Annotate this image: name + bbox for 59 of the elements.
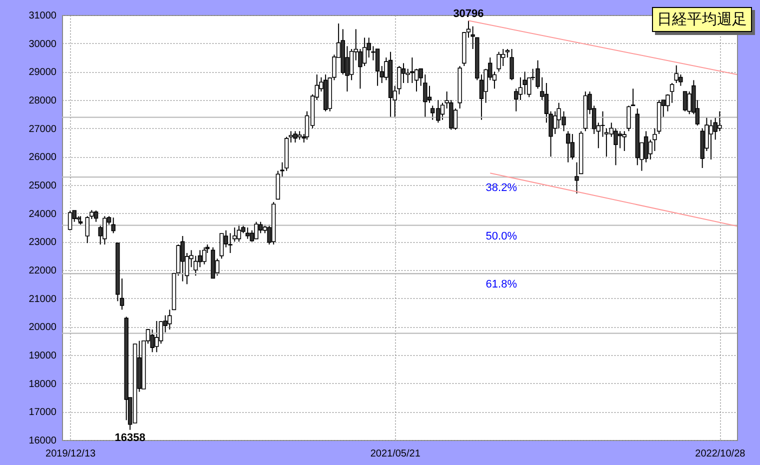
- y-tick-label: 19000: [28, 350, 57, 362]
- candlestick: [518, 76, 523, 100]
- candlestick: [293, 130, 298, 143]
- candlestick: [630, 88, 636, 106]
- y-tick-label: 30000: [28, 38, 57, 50]
- candlestick: [708, 119, 714, 160]
- y-tick-label: 26000: [28, 152, 57, 164]
- candlestick: [375, 48, 380, 86]
- y-tick-label: 27000: [28, 124, 57, 135]
- annotation: 50.0%: [486, 230, 518, 242]
- y-tick-label: 18000: [28, 378, 57, 390]
- candlestick: [622, 130, 626, 152]
- candlestick: [362, 37, 367, 66]
- y-tick-label: 22000: [28, 266, 57, 276]
- candlestick: [414, 68, 419, 92]
- candlestick: [349, 48, 354, 81]
- annotation: 38.2%: [486, 182, 518, 194]
- y-tick-label: 25000: [28, 180, 57, 192]
- candlestick: [670, 82, 674, 104]
- candlestick: [682, 91, 688, 112]
- annotation: 16358: [114, 432, 146, 444]
- y-tick-label: 31000: [28, 10, 57, 22]
- candlestick: [68, 210, 72, 231]
- x-tick-label: 2022/10/28: [695, 448, 746, 460]
- candlestick: [427, 85, 432, 104]
- candlestick: [202, 246, 206, 265]
- candlestick: [254, 221, 258, 240]
- candlestick: [440, 102, 445, 120]
- y-tick-label: 17000: [28, 407, 57, 418]
- candlestick: [102, 216, 107, 245]
- candlestick: [228, 232, 232, 254]
- y-tick-label: 28000: [28, 96, 57, 106]
- y-tick-label: 16000: [28, 436, 57, 446]
- y-tick-label: 24000: [28, 208, 57, 220]
- candlestick: [514, 88, 518, 112]
- x-tick-label: 2021/05/21: [370, 448, 421, 460]
- chart-title: 日経平均週足: [652, 7, 752, 32]
- candlestick: [410, 57, 414, 84]
- candlestick: [496, 51, 501, 72]
- x-tick-label: 2019/12/13: [46, 448, 96, 460]
- candlestick: [220, 232, 224, 260]
- candlestick: [644, 130, 648, 163]
- candlestick: [158, 320, 164, 344]
- candlestick: [236, 224, 242, 242]
- candlestick: [510, 48, 514, 81]
- candlestick: [570, 134, 575, 160]
- annotation: 61.8%: [486, 278, 518, 291]
- y-tick-label: 29000: [28, 67, 57, 78]
- y-tick-label: 20000: [28, 322, 57, 334]
- candlestick: [626, 105, 631, 132]
- candlestick: [198, 250, 202, 268]
- y-tick-label: 21000: [28, 294, 57, 305]
- candlestick: [94, 210, 98, 222]
- candlestick: [288, 130, 294, 143]
- candlestick: [618, 130, 622, 149]
- annotation: 30796: [453, 8, 484, 20]
- y-tick-label: 23000: [28, 237, 57, 248]
- candlestick: [566, 130, 570, 163]
- candlestick: [111, 217, 116, 234]
